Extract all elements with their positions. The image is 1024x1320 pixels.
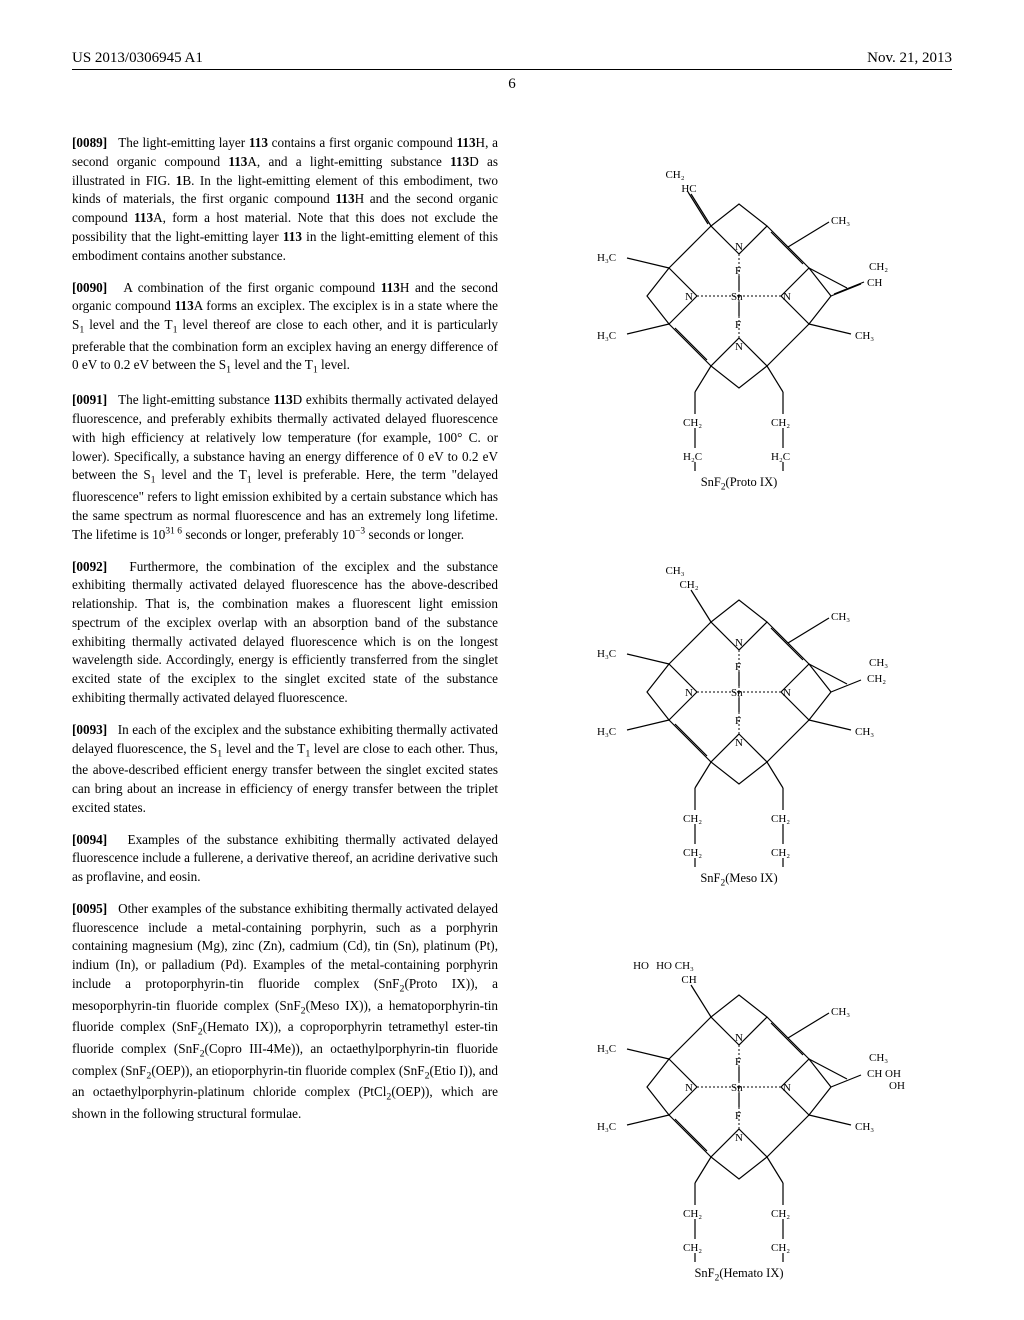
- svg-text:N: N: [735, 1132, 743, 1144]
- paragraph: [0092] Furthermore, the combination of t…: [72, 558, 498, 708]
- svg-text:CH₃: CH₃: [869, 657, 888, 669]
- svg-text:CH₂: CH₂: [683, 847, 702, 859]
- svg-text:HC: HC: [681, 183, 696, 195]
- svg-text:H₃C: H₃C: [597, 648, 616, 660]
- paragraph-number: [0092]: [72, 559, 107, 574]
- svg-text:F: F: [735, 319, 741, 331]
- paragraph-number: [0091]: [72, 392, 107, 407]
- svg-text:N: N: [685, 687, 693, 699]
- svg-text:CH₂: CH₂: [771, 1242, 790, 1254]
- svg-text:CH OH: CH OH: [867, 1068, 901, 1080]
- chemical-structure: N N N N Sn F F H₃C H₃C CH₃ CH₃ HO CH₃ CH HO CH₃ CH OHOH…: [526, 912, 952, 1284]
- svg-text:CH₃: CH₃: [855, 726, 874, 738]
- svg-text:CH₃: CH₃: [855, 1121, 874, 1133]
- publication-date: Nov. 21, 2013: [867, 50, 952, 67]
- paragraph-text: In each of the exciplex and the substanc…: [72, 722, 498, 815]
- svg-text:N: N: [685, 1082, 693, 1094]
- page-number: 6: [72, 76, 952, 93]
- paragraph-number: [0094]: [72, 832, 107, 847]
- svg-text:CH: CH: [867, 277, 882, 289]
- svg-text:CH₃: CH₃: [869, 1052, 888, 1064]
- page: US 2013/0306945 A1 Nov. 21, 2013 6 [0089…: [0, 0, 1024, 1320]
- paragraph: [0090] A combination of the first organi…: [72, 279, 498, 379]
- svg-text:CH₃: CH₃: [831, 215, 850, 227]
- svg-text:H₃C: H₃C: [597, 726, 616, 738]
- svg-text:CH₂: CH₂: [867, 673, 886, 685]
- svg-text:F: F: [735, 715, 741, 727]
- right-column: NNNNSnFFH₃CH₃CCH₃CH₃CH₂HCCH₂CHCH₂H₂CCOOH…: [526, 121, 952, 1308]
- svg-text:H₃C: H₃C: [597, 1121, 616, 1133]
- paragraph-text: The light-emitting substance 113D exhibi…: [72, 392, 498, 542]
- svg-text:CH₃: CH₃: [855, 330, 874, 342]
- svg-text:H₃C: H₃C: [597, 252, 616, 264]
- svg-text:F: F: [735, 265, 741, 277]
- svg-text:H₂C: H₂C: [683, 451, 702, 463]
- svg-text:N: N: [735, 737, 743, 749]
- paragraph-number: [0090]: [72, 280, 107, 295]
- svg-text:CH₃: CH₃: [831, 611, 850, 623]
- left-column: [0089] The light-emitting layer 113 cont…: [72, 121, 498, 1308]
- svg-text:F: F: [735, 1110, 741, 1122]
- svg-text:CH₂: CH₂: [683, 1208, 702, 1220]
- svg-text:CH: CH: [681, 974, 696, 986]
- paragraph-text: A combination of the first organic compo…: [72, 280, 498, 373]
- svg-text:HO CH₃: HO CH₃: [656, 960, 694, 972]
- structure-caption: SnF2(Proto IX): [701, 475, 778, 493]
- svg-text:N: N: [735, 341, 743, 353]
- svg-text:CH₂: CH₂: [665, 169, 684, 181]
- paragraph-number: [0089]: [72, 135, 107, 150]
- svg-text:OH: OH: [889, 1080, 905, 1092]
- svg-text:HO: HO: [633, 960, 649, 972]
- structure-caption: SnF2(Meso IX): [700, 871, 777, 889]
- paragraph-text: Other examples of the substance exhibiti…: [72, 901, 498, 1121]
- svg-text:CH₂: CH₂: [771, 813, 790, 825]
- svg-text:F: F: [735, 1056, 741, 1068]
- svg-text:CH₂: CH₂: [771, 847, 790, 859]
- page-header: US 2013/0306945 A1 Nov. 21, 2013: [72, 50, 952, 70]
- svg-text:CH₂: CH₂: [679, 579, 698, 591]
- chemical-structure: NNNNSnFFH₃CH₃CCH₃CH₃CH₂HCCH₂CHCH₂H₂CCOOH…: [526, 121, 952, 493]
- chemical-structure: NNNNSnFFH₃CH₃CCH₃CH₃CH₃CH₂CH₃CH₂CH₂CH₂CO…: [526, 517, 952, 889]
- structure-caption: SnF2(Hemato IX): [694, 1266, 783, 1284]
- svg-text:N: N: [685, 291, 693, 303]
- svg-text:N: N: [735, 241, 743, 253]
- svg-text:Sn: Sn: [731, 1082, 743, 1094]
- paragraph-text: Examples of the substance exhibiting the…: [72, 832, 498, 884]
- paragraph-text: Furthermore, the combination of the exci…: [72, 559, 498, 705]
- svg-text:CH₂: CH₂: [683, 417, 702, 429]
- paragraph: [0089] The light-emitting layer 113 cont…: [72, 134, 498, 265]
- paragraph: [0093] In each of the exciplex and the s…: [72, 721, 498, 818]
- paragraph: [0091] The light-emitting substance 113D…: [72, 391, 498, 544]
- publication-number: US 2013/0306945 A1: [72, 50, 203, 67]
- svg-text:H₃C: H₃C: [597, 330, 616, 342]
- svg-text:F: F: [735, 661, 741, 673]
- svg-text:CH₂: CH₂: [869, 261, 888, 273]
- svg-text:CH₃: CH₃: [831, 1006, 850, 1018]
- svg-text:H₂C: H₂C: [771, 451, 790, 463]
- svg-text:CH₃: CH₃: [665, 565, 684, 577]
- svg-text:N: N: [735, 637, 743, 649]
- svg-text:N: N: [783, 1082, 791, 1094]
- paragraph-number: [0093]: [72, 722, 107, 737]
- svg-text:N: N: [783, 291, 791, 303]
- svg-text:Sn: Sn: [731, 291, 743, 303]
- paragraph-number: [0095]: [72, 901, 107, 916]
- paragraph: [0094] Examples of the substance exhibit…: [72, 831, 498, 887]
- svg-text:CH₂: CH₂: [771, 1208, 790, 1220]
- paragraph-text: The light-emitting layer 113 contains a …: [72, 135, 498, 262]
- svg-text:CH₂: CH₂: [771, 417, 790, 429]
- svg-text:H₃C: H₃C: [597, 1043, 616, 1055]
- paragraph: [0095] Other examples of the substance e…: [72, 900, 498, 1124]
- svg-text:CH₂: CH₂: [683, 813, 702, 825]
- svg-text:N: N: [783, 687, 791, 699]
- svg-text:Sn: Sn: [731, 687, 743, 699]
- two-column-layout: [0089] The light-emitting layer 113 cont…: [72, 121, 952, 1308]
- svg-text:N: N: [735, 1032, 743, 1044]
- svg-text:CH₂: CH₂: [683, 1242, 702, 1254]
